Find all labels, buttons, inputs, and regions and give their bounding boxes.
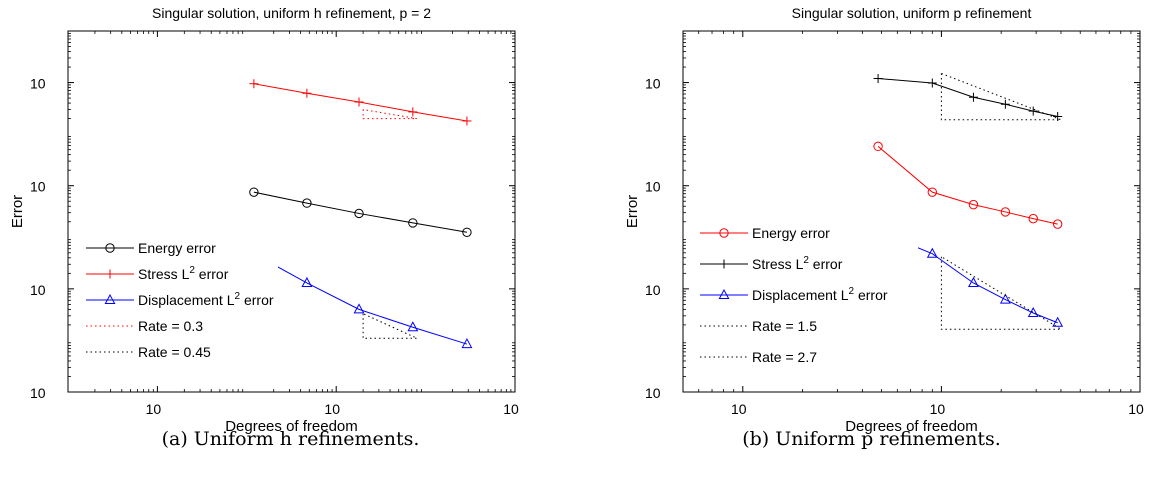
chart-a-point-1 bbox=[302, 88, 312, 98]
chart-a-xtick-label: 10 bbox=[503, 401, 519, 417]
chart-b-series-line-1 bbox=[878, 77, 1058, 117]
chart-a-minor-ticks bbox=[68, 31, 515, 392]
chart-a-axes-frame bbox=[67, 30, 516, 393]
chart-a-series-line-0 bbox=[253, 191, 468, 233]
chart-a-series-4 bbox=[362, 313, 418, 339]
chart-b-series-0 bbox=[873, 141, 1063, 229]
chart-a-xtick-label: 10 bbox=[324, 401, 340, 417]
chart-b-series-line-0 bbox=[877, 145, 1058, 225]
chart-b-xtick-label: 10 bbox=[1128, 401, 1144, 417]
chart-b: Singular solution, uniform p refinement 1… bbox=[624, 5, 1144, 435]
chart-a-point-0 bbox=[408, 218, 418, 228]
chart-a-xlabel: Degrees of freedom bbox=[225, 418, 358, 435]
chart-b-title: Singular solution, uniform p refinement bbox=[792, 5, 1032, 21]
chart-a-xtick-label: 10 bbox=[146, 401, 162, 417]
chart-a-ytick-label: 10 bbox=[30, 179, 46, 195]
chart-b-series-4 bbox=[940, 256, 1063, 330]
caption-a: (a) Uniform h refinements. bbox=[161, 428, 420, 450]
chart-a-series-2 bbox=[248, 247, 473, 349]
chart-b-legend-label-0: Energy error bbox=[752, 225, 830, 241]
chart-b-series-1 bbox=[873, 73, 1063, 121]
chart-a-legend-marker-2 bbox=[104, 293, 116, 304]
chart-a-series-1 bbox=[249, 79, 472, 126]
chart-b-legend-label-1: Stress L2 error bbox=[752, 255, 843, 272]
chart-b-series-2 bbox=[872, 225, 1064, 327]
chart-a-point-2 bbox=[301, 276, 313, 287]
chart-a-ytick-label: 10 bbox=[30, 282, 46, 298]
chart-b-point-0 bbox=[927, 187, 938, 197]
caption-b: (b) Uniform p refinements. bbox=[742, 428, 1001, 450]
chart-b-point-0 bbox=[1052, 219, 1063, 229]
chart-b-xtick-label: 10 bbox=[930, 401, 946, 417]
chart-b-point-1 bbox=[1028, 106, 1038, 116]
chart-b-ytick-label: 10 bbox=[645, 385, 661, 401]
chart-b-point-1 bbox=[873, 73, 883, 83]
chart-a-point-2 bbox=[461, 338, 473, 349]
chart-a-legend-box bbox=[82, 228, 278, 368]
chart-a-series-3 bbox=[362, 109, 418, 120]
chart-a-legend: Energy error Stress L2 error Displacement … bbox=[82, 228, 278, 368]
chart-b-point-0 bbox=[968, 199, 979, 210]
chart-b-legend-label-2: Displacement L2 error bbox=[752, 286, 888, 303]
chart-b-minor-ticks bbox=[683, 31, 1140, 392]
chart-a-ytick-label: 10 bbox=[30, 385, 46, 401]
chart-b-legend-label-4: Rate = 2.7 bbox=[752, 349, 817, 365]
chart-a-series-line-2 bbox=[253, 253, 468, 345]
chart-b-series-line-3 bbox=[940, 73, 1062, 121]
chart-b-ylabel: Error bbox=[624, 195, 641, 228]
chart-b-point-0 bbox=[1000, 207, 1011, 217]
chart-b-xtick-label: 10 bbox=[731, 401, 747, 417]
chart-b-legend-marker-2 bbox=[718, 288, 730, 299]
chart-b-ytick-label: 10 bbox=[645, 179, 661, 195]
chart-b-legend: Energy error Stress L2 error Displacement … bbox=[696, 213, 918, 378]
chart-a-legend-label-1: Stress L2 error bbox=[138, 265, 229, 282]
chart-b-legend-marker-0 bbox=[719, 228, 729, 238]
chart-b-point-2 bbox=[968, 276, 979, 287]
chart-b-point-0 bbox=[1028, 213, 1038, 224]
chart-b-point-2 bbox=[1027, 306, 1039, 318]
chart-b-legend-label-3: Rate = 1.5 bbox=[752, 318, 817, 334]
chart-b-ytick-label: 10 bbox=[645, 76, 661, 92]
chart-b-point-0 bbox=[873, 141, 883, 152]
chart-a-point-1 bbox=[249, 79, 259, 89]
chart-b-axes-frame bbox=[682, 30, 1141, 393]
chart-a-series-0 bbox=[249, 187, 472, 237]
chart-b-point-1 bbox=[927, 78, 937, 88]
chart-a-point-1 bbox=[408, 107, 418, 117]
chart-a-series-line-4 bbox=[362, 313, 418, 339]
chart-b-xlabel: Degrees of freedom bbox=[845, 418, 978, 435]
chart-a-point-0 bbox=[249, 187, 259, 197]
chart-panel-b: Singular solution, uniform p refinement 1… bbox=[581, 0, 1162, 487]
chart-a-point-2 bbox=[353, 303, 365, 314]
chart-b-ytick-label: 10 bbox=[645, 282, 661, 298]
chart-a-legend-label-2: Displacement L2 error bbox=[138, 291, 274, 308]
chart-a-title: Singular solution, uniform h refinement,… bbox=[152, 5, 431, 21]
chart-panel-a: Singular solution, uniform h refinement,… bbox=[9, 5, 519, 450]
chart-a-legend-label-3: Rate = 0.3 bbox=[138, 318, 203, 334]
chart-a-legend-label-0: Energy error bbox=[138, 240, 216, 256]
chart-a-legend-marker-1 bbox=[105, 269, 115, 279]
chart-a-series-line-3 bbox=[362, 109, 418, 120]
chart-b-point-1 bbox=[1000, 99, 1010, 109]
chart-b-series-3 bbox=[940, 73, 1062, 121]
chart-a-point-0 bbox=[354, 208, 364, 219]
chart-a-legend-label-4: Rate = 0.45 bbox=[138, 344, 211, 360]
chart-b-series-line-4 bbox=[940, 256, 1063, 330]
chart-a-point-1 bbox=[462, 116, 472, 126]
chart-a-legend-marker-0 bbox=[105, 243, 115, 253]
chart-b-point-2 bbox=[1052, 316, 1064, 327]
chart-a-point-0 bbox=[302, 198, 312, 208]
chart-b-legend-marker-1 bbox=[719, 259, 729, 269]
chart-a-point-1 bbox=[354, 97, 364, 107]
chart-a-ylabel: Error bbox=[9, 195, 26, 228]
chart-a-ytick-label: 10 bbox=[30, 76, 46, 92]
chart-a: Singular solution, uniform h refinement,… bbox=[9, 5, 519, 435]
chart-b-point-2 bbox=[926, 247, 938, 258]
chart-b-point-2 bbox=[999, 293, 1011, 304]
chart-a-point-2 bbox=[407, 321, 419, 332]
chart-a-point-0 bbox=[462, 227, 472, 237]
chart-b-point-1 bbox=[968, 92, 978, 102]
